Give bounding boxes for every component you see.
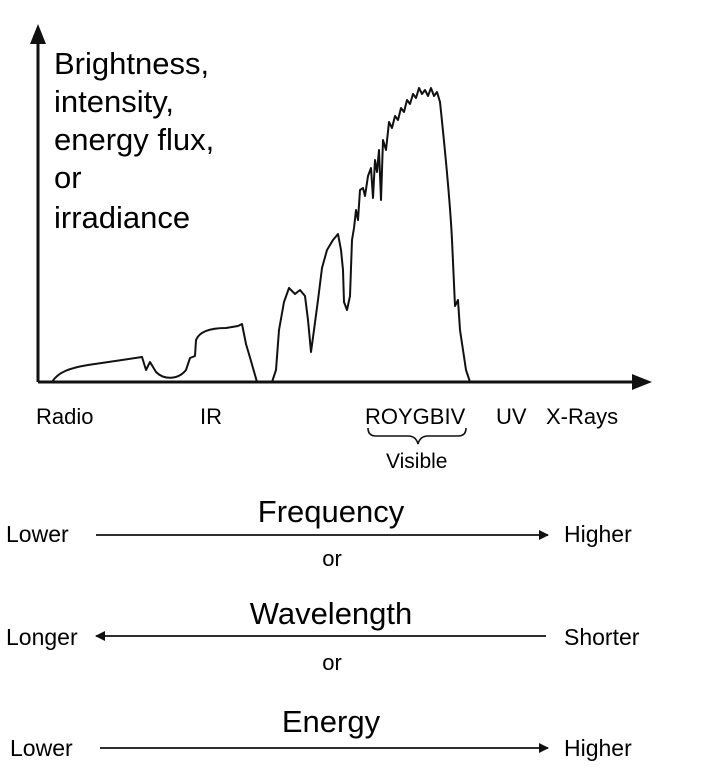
visible-brace [367, 427, 467, 445]
y-axis-label-line-1: Brightness, [54, 46, 209, 81]
band-label-ir: IR [200, 404, 222, 429]
y-axis-label-line-5: irradiance [54, 200, 190, 235]
spectrum-curve [51, 87, 471, 383]
band-label-radio: Radio [36, 404, 93, 429]
frequency-right-label: Higher [564, 521, 632, 547]
y-axis-arrowhead [30, 24, 46, 44]
wavelength-left-label: Longer [6, 624, 78, 650]
or-connector-1: or [322, 546, 342, 571]
wavelength-title: Wavelength [250, 596, 413, 631]
wavelength-right-label: Shorter [564, 624, 640, 650]
x-axis-arrowhead [632, 374, 652, 390]
energy-right-label: Higher [564, 735, 632, 761]
energy-title: Energy [282, 704, 381, 739]
y-axis-label-line-2: intensity, [54, 84, 174, 119]
y-axis-label-line-3: energy flux, [54, 122, 214, 157]
frequency-title: Frequency [258, 494, 405, 529]
visible-label: Visible [386, 450, 447, 473]
or-connector-2: or [322, 650, 342, 675]
band-label-uv: UV [496, 404, 527, 429]
band-label-xrays: X-Rays [546, 404, 618, 429]
band-label-roygbiv: ROYGBIV [365, 404, 466, 429]
y-axis-label-line-4: or [54, 160, 82, 195]
frequency-left-label: Lower [6, 521, 69, 547]
energy-left-label: Lower [10, 735, 73, 761]
